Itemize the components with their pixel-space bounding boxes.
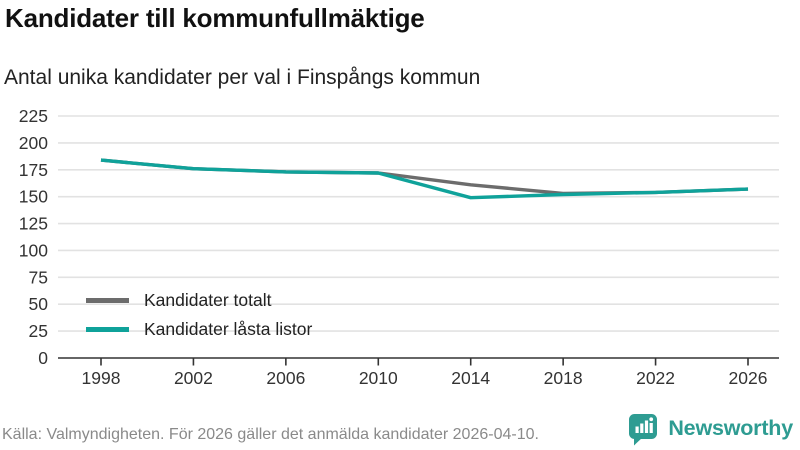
x-tick-label: 2026 [729, 368, 768, 388]
x-tick-label: 1998 [82, 368, 121, 388]
legend-item-total: Kandidater totalt [86, 286, 312, 315]
newsworthy-logo[interactable]: Newsworthy [627, 411, 793, 446]
x-tick-label: 2018 [544, 368, 583, 388]
chart-subtitle: Antal unika kandidater per val i Finspån… [4, 66, 481, 89]
y-axis-labels: 0 25 50 75 100 125 150 175 200 225 [19, 106, 48, 368]
y-tick-label: 50 [29, 294, 49, 314]
y-tick-label: 125 [19, 214, 48, 234]
source-note: Källa: Valmyndigheten. För 2026 gäller d… [2, 426, 539, 443]
y-tick-label: 200 [19, 133, 48, 153]
y-tick-label: 100 [19, 240, 48, 260]
newsworthy-wordmark: Newsworthy [668, 416, 793, 440]
x-tick-label: 2006 [266, 368, 305, 388]
x-tick-label: 2002 [174, 368, 213, 388]
y-tick-label: 150 [19, 187, 48, 207]
x-tick-label: 2010 [359, 368, 398, 388]
page-title: Kandidater till kommunfullmäktige [5, 3, 425, 33]
legend-swatch-total [86, 298, 129, 303]
y-tick-label: 0 [38, 348, 48, 368]
legend-label-total: Kandidater totalt [144, 290, 272, 310]
legend-item-locked-lists: Kandidater låsta listor [86, 315, 312, 344]
y-tick-label: 225 [19, 106, 48, 126]
legend-label-locked-lists: Kandidater låsta listor [144, 319, 313, 339]
x-tick-label: 2022 [636, 368, 675, 388]
x-axis-labels: 1998 2002 2006 2010 2014 2018 2022 2026 [82, 358, 768, 388]
y-tick-label: 75 [29, 267, 48, 287]
series-line-1 [100, 158, 749, 200]
gridlines [58, 115, 779, 332]
chart-legend: Kandidater totalt Kandidater låsta listo… [86, 286, 312, 344]
x-tick-label: 2014 [451, 368, 490, 388]
legend-swatch-locked-lists [86, 327, 129, 332]
series-line-0 [100, 158, 749, 196]
y-tick-label: 25 [29, 321, 48, 341]
y-tick-label: 175 [19, 160, 48, 180]
newsworthy-bubble-icon [629, 414, 658, 446]
